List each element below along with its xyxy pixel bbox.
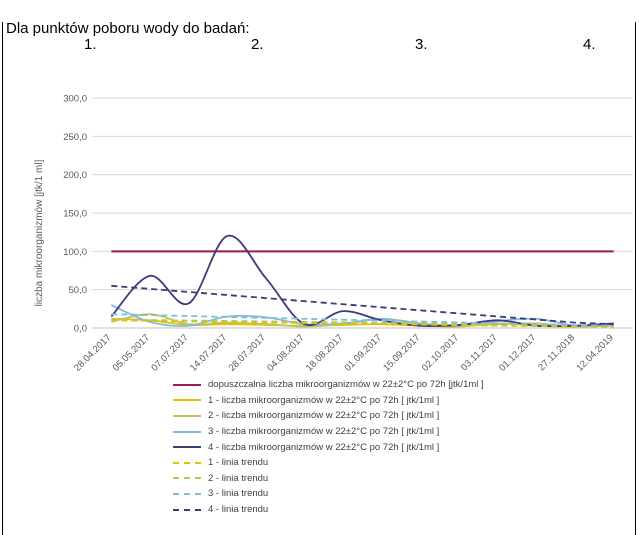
legend-item: dopuszczalna liczba mikroorganizmów w 22… [173,377,484,393]
trend-line-5 [111,319,614,328]
legend-label: 1 - linia trendu [208,457,269,469]
y-tick-label: 150,0 [63,209,87,220]
x-tick-label: 12.04.2019 [574,332,615,373]
x-tick-label: 04.08.2017 [265,332,306,373]
legend-item: 1 - linia trendu [173,455,484,471]
legend-swatch [173,508,201,511]
legend-item: 4 - liczba mikroorganizmów w 22±2°C po 7… [173,439,484,455]
legend-item: 2 - linia trendu [173,471,484,487]
legend-label: 3 - linia trendu [208,488,269,500]
legend-swatch [173,446,201,449]
x-tick-label: 18.08.2017 [304,332,345,373]
x-tick-label: 02.10.2017 [420,332,461,373]
legend-item: 4 - linia trendu [173,502,484,518]
legend-label: 2 - liczba mikroorganizmów w 22±2°C po 7… [208,410,440,422]
y-tick-label: 50,0 [69,285,88,296]
legend-swatch [173,461,201,464]
legend-swatch [173,414,201,417]
legend-label: 4 - linia trendu [208,504,269,516]
y-tick-label: 250,0 [63,132,87,143]
legend-label: dopuszczalna liczba mikroorganizmów w 22… [208,379,484,391]
x-tick-label: 07.07.2017 [149,332,190,373]
legend-swatch [173,383,201,386]
legend-swatch [173,399,201,402]
legend-item: 3 - linia trendu [173,486,484,502]
trend-line-7 [111,313,614,327]
y-tick-label: 0,0 [74,324,87,335]
legend-label: 4 - liczba mikroorganizmów w 22±2°C po 7… [208,441,440,453]
page-heading: Dla punktów poboru wody do badań: [6,20,250,37]
point-label-2: 2. [251,36,264,53]
legend-label: 2 - linia trendu [208,472,269,484]
y-tick-label: 300,0 [63,94,87,105]
trend-line-6 [111,318,614,327]
x-tick-label: 15.09.2017 [381,332,422,373]
legend-swatch [173,477,201,480]
y-axis-title: liczba mikroorganizmów [jtk/1 ml] [34,159,45,306]
legend-item: 2 - liczba mikroorganizmów w 22±2°C po 7… [173,408,484,424]
point-label-4: 4. [583,36,596,53]
legend-item: 1 - liczba mikroorganizmów w 22±2°C po 7… [173,393,484,409]
x-tick-label: 05.05.2017 [111,332,152,373]
x-tick-label: 27.11.2018 [536,332,577,373]
y-tick-label: 200,0 [63,170,87,181]
chart-legend: dopuszczalna liczba mikroorganizmów w 22… [173,377,484,517]
legend-swatch [173,430,201,433]
legend-label: 3 - liczba mikroorganizmów w 22±2°C po 7… [208,426,440,438]
point-label-3: 3. [415,36,428,53]
x-tick-label: 28.04.2017 [72,332,113,373]
x-tick-label: 28.07.2017 [227,332,268,373]
x-tick-label: 14.07.2017 [188,332,229,373]
series-line-4 [110,234,614,328]
trend-line-8 [111,284,614,326]
legend-item: 3 - liczba mikroorganizmów w 22±2°C po 7… [173,424,484,440]
x-tick-label: 03.11.2017 [459,332,500,373]
legend-label: 1 - liczba mikroorganizmów w 22±2°C po 7… [208,394,440,406]
x-tick-label: 01.12.2017 [497,332,538,373]
legend-swatch [173,492,201,495]
clipped-top-text [0,0,639,22]
y-tick-label: 100,0 [63,247,87,258]
point-label-1: 1. [84,36,97,53]
x-tick-label: 01.09.2017 [343,332,384,373]
